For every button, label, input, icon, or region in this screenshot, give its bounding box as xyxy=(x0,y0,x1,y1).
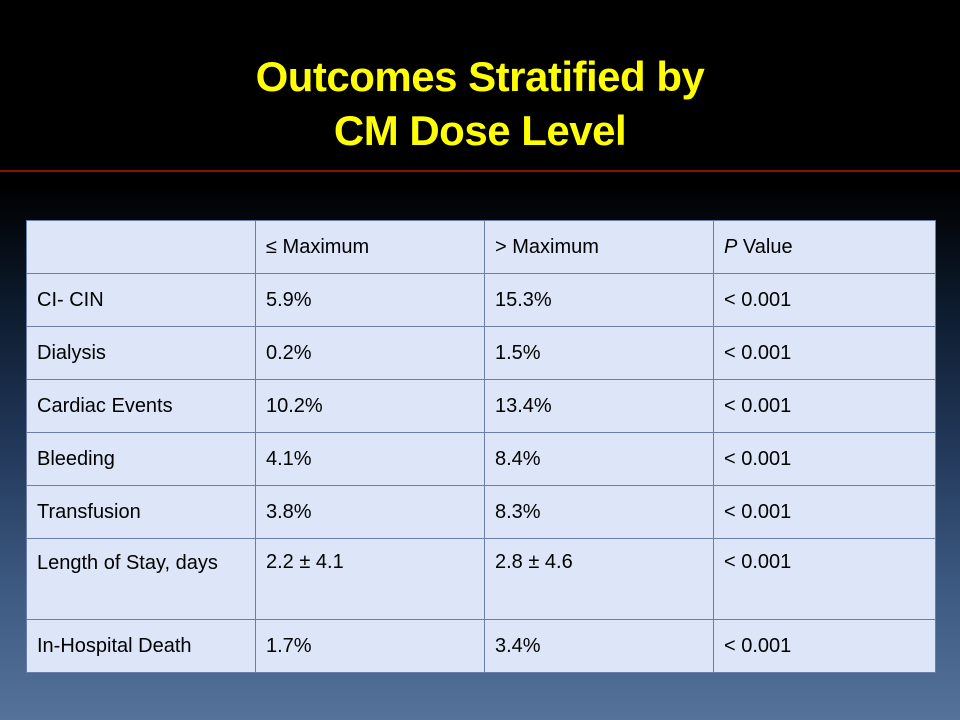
cell-max-le: 2.2 ± 4.1 xyxy=(255,538,485,620)
row-label: Length of Stay, days xyxy=(26,538,256,620)
cell-max-gt: 8.4% xyxy=(484,432,714,486)
row-label: Transfusion xyxy=(26,485,256,539)
header-empty-cell xyxy=(26,220,256,274)
header-p-value: P Value xyxy=(713,220,936,274)
outcomes-table: ≤ Maximum > Maximum P Value CI- CIN 5.9%… xyxy=(26,220,936,673)
slide-title: Outcomes Stratified by CM Dose Level xyxy=(0,50,960,158)
cell-max-le: 10.2% xyxy=(255,379,485,433)
header-p-letter: P xyxy=(724,235,738,258)
row-label: Bleeding xyxy=(26,432,256,486)
table-row: Bleeding 4.1% 8.4% < 0.001 xyxy=(26,432,936,486)
cell-max-gt: 15.3% xyxy=(484,273,714,327)
title-line-1: Outcomes Stratified by xyxy=(255,53,705,100)
cell-max-gt: 13.4% xyxy=(484,379,714,433)
row-label: Dialysis xyxy=(26,326,256,380)
cell-p-value: < 0.001 xyxy=(713,538,936,620)
cell-p-value: < 0.001 xyxy=(713,485,936,539)
cell-max-le: 1.7% xyxy=(255,619,485,673)
cell-max-le: 4.1% xyxy=(255,432,485,486)
cell-max-gt: 2.8 ± 4.6 xyxy=(484,538,714,620)
title-divider xyxy=(0,170,960,172)
table-row: CI- CIN 5.9% 15.3% < 0.001 xyxy=(26,273,936,327)
cell-p-value: < 0.001 xyxy=(713,432,936,486)
row-label: Cardiac Events xyxy=(26,379,256,433)
cell-max-le: 3.8% xyxy=(255,485,485,539)
cell-max-gt: 1.5% xyxy=(484,326,714,380)
header-max-gt: > Maximum xyxy=(484,220,714,274)
header-max-le: ≤ Maximum xyxy=(255,220,485,274)
table-header-row: ≤ Maximum > Maximum P Value xyxy=(26,220,936,274)
cell-p-value: < 0.001 xyxy=(713,273,936,327)
row-label: In-Hospital Death xyxy=(26,619,256,673)
cell-max-le: 5.9% xyxy=(255,273,485,327)
cell-p-value: < 0.001 xyxy=(713,326,936,380)
table-row: Cardiac Events 10.2% 13.4% < 0.001 xyxy=(26,379,936,433)
cell-max-gt: 8.3% xyxy=(484,485,714,539)
cell-max-le: 0.2% xyxy=(255,326,485,380)
row-label: CI- CIN xyxy=(26,273,256,327)
cell-max-gt: 3.4% xyxy=(484,619,714,673)
header-p-rest: Value xyxy=(737,235,793,258)
table-row: Transfusion 3.8% 8.3% < 0.001 xyxy=(26,485,936,539)
table-row: Length of Stay, days 2.2 ± 4.1 2.8 ± 4.6… xyxy=(26,538,936,620)
cell-p-value: < 0.001 xyxy=(713,379,936,433)
cell-p-value: < 0.001 xyxy=(713,619,936,673)
table-row: In-Hospital Death 1.7% 3.4% < 0.001 xyxy=(26,619,936,673)
title-line-2: CM Dose Level xyxy=(333,107,627,154)
table-row: Dialysis 0.2% 1.5% < 0.001 xyxy=(26,326,936,380)
